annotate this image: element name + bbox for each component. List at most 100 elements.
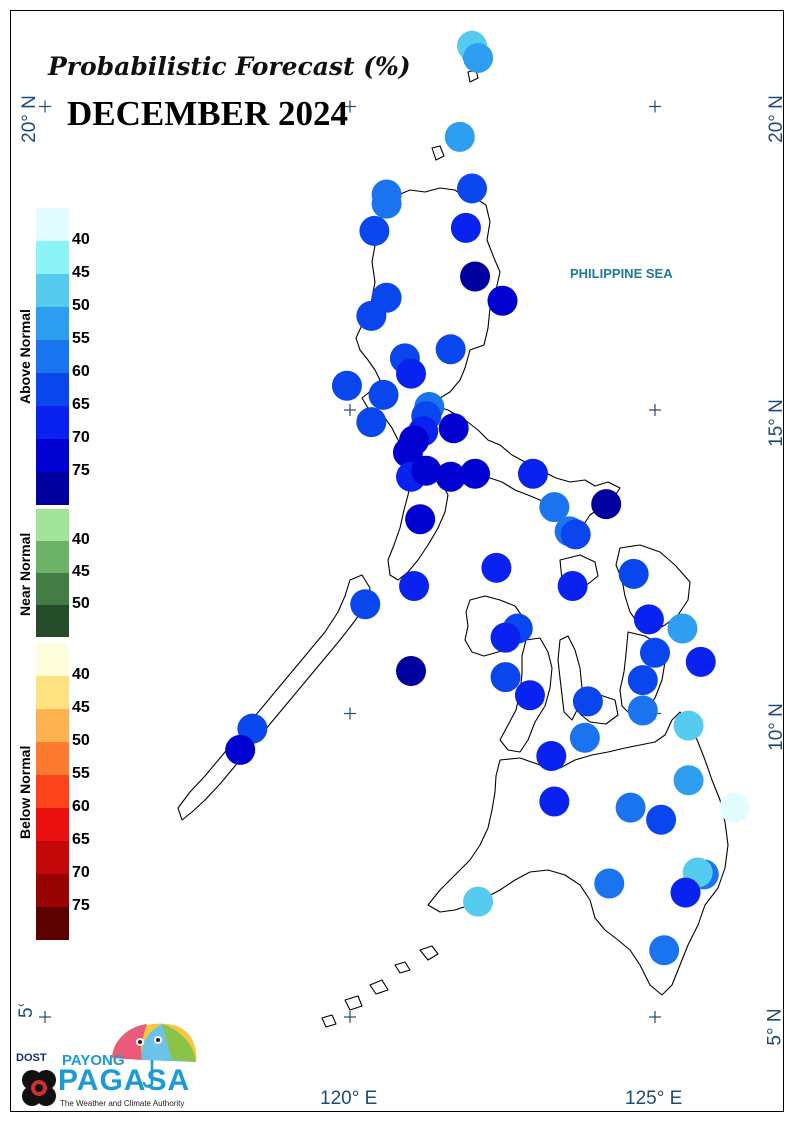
legend-group-label: Above Normal bbox=[17, 308, 33, 404]
legend-swatch bbox=[36, 808, 69, 841]
station-marker bbox=[615, 792, 646, 823]
station-marker bbox=[331, 370, 362, 401]
legend-swatch bbox=[36, 439, 69, 472]
legend-tick-label: 50 bbox=[72, 297, 90, 314]
station-marker bbox=[591, 489, 622, 520]
legend-swatch bbox=[36, 605, 69, 637]
station-marker bbox=[685, 646, 716, 677]
coastline-samar bbox=[615, 544, 691, 633]
legend-swatch bbox=[36, 573, 69, 605]
legend-tick-label: 50 bbox=[72, 732, 90, 749]
legend-swatch bbox=[36, 241, 69, 274]
legend-tick-label: 40 bbox=[72, 666, 90, 683]
station-marker bbox=[444, 121, 475, 152]
lat-label-right-5: 5° N bbox=[764, 1008, 786, 1046]
station-marker bbox=[368, 379, 399, 410]
station-markers bbox=[225, 30, 750, 966]
station-marker bbox=[460, 458, 491, 489]
legend-swatch bbox=[36, 208, 69, 241]
station-marker bbox=[350, 589, 381, 620]
station-marker bbox=[560, 519, 591, 550]
station-marker bbox=[633, 604, 664, 635]
legend-swatch bbox=[36, 274, 69, 307]
legend-swatch bbox=[36, 775, 69, 808]
station-marker bbox=[649, 935, 680, 966]
station-marker bbox=[667, 613, 698, 644]
station-marker bbox=[463, 886, 494, 917]
coastline bbox=[177, 47, 729, 1028]
legend-tick-label: 45 bbox=[72, 264, 90, 281]
station-marker bbox=[514, 680, 545, 711]
station-marker bbox=[490, 622, 521, 653]
lat-label-right-20: 20° N bbox=[765, 95, 787, 143]
legend-tick-label: 70 bbox=[72, 429, 90, 446]
legend-swatch bbox=[36, 643, 69, 676]
legend-tick-label: 65 bbox=[72, 831, 90, 848]
legend-swatch bbox=[36, 307, 69, 340]
legend-swatch bbox=[36, 874, 69, 907]
station-marker bbox=[435, 461, 466, 492]
logo-brand-top: PAYONG bbox=[62, 1052, 125, 1069]
lat-label-right-10: 10° N bbox=[765, 703, 787, 751]
map-subtitle: Probabilistic Forecast (%) bbox=[48, 52, 411, 81]
coastline-sulu bbox=[321, 945, 439, 1028]
legend-tick-label: 45 bbox=[72, 563, 90, 580]
station-marker bbox=[411, 455, 442, 486]
station-marker bbox=[518, 458, 548, 489]
station-marker bbox=[463, 42, 494, 73]
station-marker bbox=[371, 188, 402, 219]
logo-brand-main: PAGASA bbox=[58, 1064, 191, 1097]
lon-label-120: 120° E bbox=[320, 1088, 378, 1109]
legend-tick-label: 75 bbox=[72, 462, 90, 479]
lat-label-left-5: 5° N bbox=[16, 1004, 38, 1018]
station-marker bbox=[594, 868, 625, 899]
station-marker bbox=[435, 334, 466, 365]
logo-agency: DOST bbox=[16, 1052, 47, 1064]
legend-tick-label: 40 bbox=[72, 231, 90, 248]
coastline-mindanao bbox=[427, 711, 729, 996]
legend-swatch bbox=[36, 541, 69, 573]
legend-tick-label: 45 bbox=[72, 699, 90, 716]
legend-tick-label: 40 bbox=[72, 531, 90, 548]
station-marker bbox=[225, 734, 256, 765]
legend-group-label: Near Normal bbox=[17, 532, 33, 616]
legend-swatch bbox=[36, 472, 69, 505]
station-marker bbox=[392, 437, 423, 468]
station-marker bbox=[460, 261, 491, 292]
legend-swatch bbox=[36, 676, 69, 709]
station-marker bbox=[487, 285, 518, 316]
legend-swatch bbox=[36, 742, 69, 775]
station-marker bbox=[572, 686, 603, 717]
legend-tick-label: 50 bbox=[72, 595, 90, 612]
legend-swatch bbox=[36, 340, 69, 373]
station-marker bbox=[405, 504, 436, 535]
legend-tick-label: 75 bbox=[72, 897, 90, 914]
legend-swatch bbox=[36, 841, 69, 874]
legend-tick-label: 55 bbox=[72, 765, 90, 782]
station-marker bbox=[481, 552, 512, 583]
station-marker bbox=[673, 710, 704, 741]
station-marker bbox=[557, 571, 588, 602]
station-marker bbox=[399, 571, 430, 602]
station-marker bbox=[396, 656, 426, 687]
logo-tagline: The Weather and Climate Authority bbox=[60, 1099, 185, 1108]
legend-swatch bbox=[36, 907, 69, 940]
station-marker bbox=[457, 173, 487, 204]
legend-tick-label: 60 bbox=[72, 798, 90, 815]
station-marker bbox=[539, 492, 570, 523]
station-marker bbox=[450, 212, 481, 243]
station-marker bbox=[539, 786, 570, 817]
coastline-bohol bbox=[579, 694, 619, 725]
legend-group-label: Below Normal bbox=[17, 745, 33, 839]
station-marker bbox=[536, 740, 567, 771]
station-marker bbox=[618, 558, 649, 589]
station-marker bbox=[356, 407, 387, 438]
station-marker bbox=[356, 300, 387, 331]
map-title: DECEMBER 2024 bbox=[67, 94, 348, 133]
legend-tick-label: 60 bbox=[72, 363, 90, 380]
legend-swatch bbox=[36, 509, 69, 541]
legend-tick-label: 65 bbox=[72, 396, 90, 413]
coastline-palawan bbox=[177, 574, 371, 821]
station-marker bbox=[569, 722, 600, 753]
station-marker bbox=[670, 877, 701, 908]
